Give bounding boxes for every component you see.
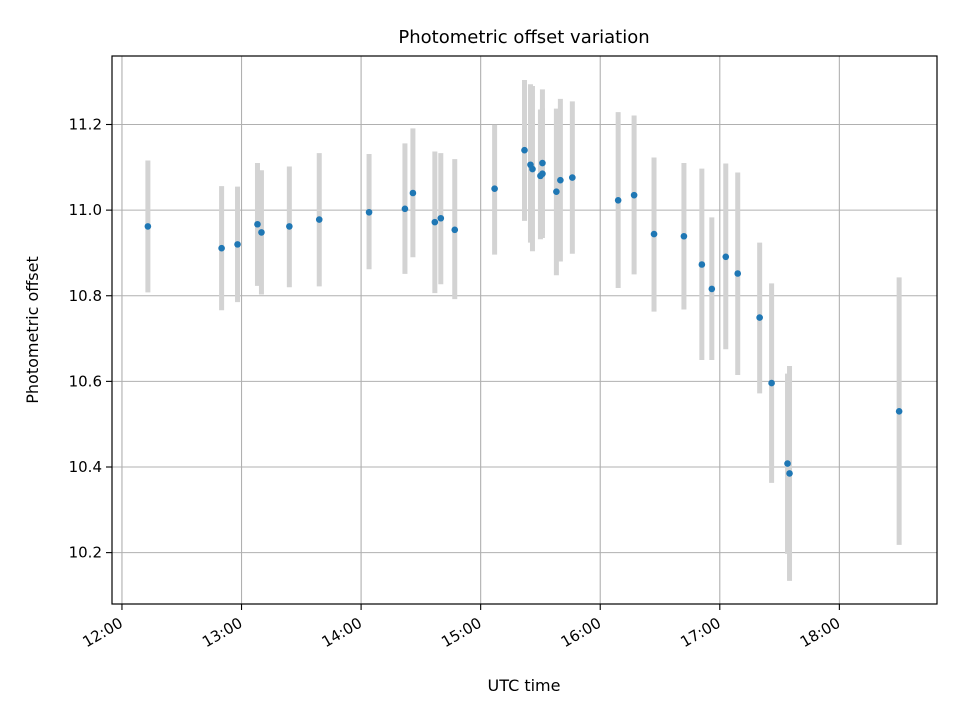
data-point [756, 314, 763, 321]
data-point [708, 285, 716, 293]
data-point [698, 261, 706, 268]
data-point [431, 218, 439, 226]
data-point [539, 159, 546, 167]
data-point [784, 460, 791, 467]
data-point [768, 379, 775, 387]
x-tick-label: 18:00 [797, 614, 843, 651]
data-point [786, 470, 793, 477]
data-point [234, 241, 241, 248]
data-point [895, 408, 903, 415]
y-axis-ticks: 10.2 10.4 10.6 10.8 11.0 11.2 [69, 116, 112, 562]
data-point [614, 196, 622, 204]
data-point [254, 220, 261, 228]
data-point [401, 205, 409, 213]
y-axis-label: Photometric offset [23, 256, 42, 404]
data-point [650, 230, 658, 238]
data-point [365, 208, 373, 216]
data-points [144, 146, 903, 477]
x-axis-label: UTC time [488, 676, 561, 695]
x-axis-ticks: 12:00 13:00 14:00 15:00 16:00 17:00 18:00 [80, 604, 843, 651]
data-point [144, 223, 152, 230]
data-point [521, 146, 528, 154]
x-tick-label: 13:00 [199, 614, 245, 651]
data-point [451, 226, 459, 234]
x-tick-label: 14:00 [319, 614, 365, 651]
x-tick-label: 17:00 [677, 614, 723, 651]
plot-frame [111, 55, 938, 605]
data-point [258, 229, 265, 236]
error-bars [145, 79, 902, 581]
x-tick-label: 12:00 [80, 614, 126, 651]
data-point [630, 191, 638, 199]
x-tick-label: 16:00 [558, 614, 604, 651]
y-tick-label: 10.6 [69, 372, 102, 390]
y-tick-label: 10.2 [69, 544, 102, 562]
data-point [437, 214, 445, 222]
data-point [722, 253, 730, 261]
data-point [529, 165, 536, 173]
data-point [553, 188, 560, 196]
y-tick-label: 11.0 [69, 201, 102, 219]
data-point [734, 270, 742, 277]
y-tick-label: 10.4 [69, 458, 102, 476]
y-tick-label: 10.8 [69, 287, 102, 305]
data-point [569, 174, 576, 181]
data-point [539, 170, 546, 178]
x-tick-label: 15:00 [438, 614, 484, 651]
data-point [491, 185, 498, 193]
data-point [680, 232, 688, 240]
data-point [286, 223, 293, 230]
data-point [315, 216, 323, 223]
chart-title: Photometric offset variation [398, 27, 649, 48]
y-tick-label: 11.2 [69, 116, 102, 134]
data-point [409, 189, 417, 197]
data-point [557, 176, 564, 184]
data-point [218, 244, 225, 252]
